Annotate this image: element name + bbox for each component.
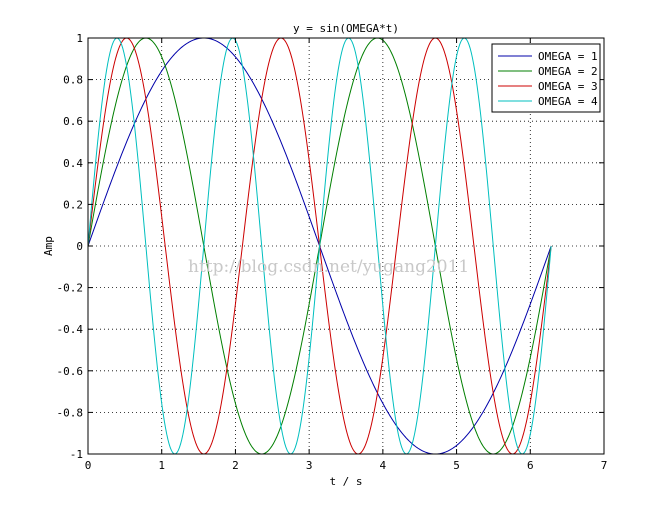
y-tick-label: -1	[70, 448, 83, 461]
x-axis-label: t / s	[329, 475, 362, 488]
legend-label: OMEGA = 3	[538, 80, 598, 93]
chart-title: y = sin(OMEGA*t)	[293, 22, 399, 35]
x-tick-label: 2	[232, 459, 239, 472]
y-tick-label: 0.4	[63, 157, 83, 170]
legend-label: OMEGA = 1	[538, 50, 598, 63]
series-line-omega-4	[87, 37, 552, 455]
series-lines	[87, 37, 552, 455]
ticks	[87, 37, 605, 455]
y-tick-label: 0.8	[63, 74, 83, 87]
x-tick-label: 3	[306, 459, 313, 472]
x-tick-labels: 0 1 2 3 4 5 6 7	[85, 459, 608, 472]
y-tick-label: -0.2	[57, 282, 84, 295]
x-tick-label: 4	[380, 459, 387, 472]
y-tick-label: -0.4	[57, 323, 84, 336]
y-axis-label: Amp	[42, 236, 55, 256]
x-tick-label: 0	[85, 459, 92, 472]
watermark: http://blog.csdn.net/yugang2011	[188, 257, 469, 277]
y-tick-label: 0.6	[63, 115, 83, 128]
y-tick-label: 0.2	[63, 198, 83, 211]
y-tick-label: -0.8	[57, 406, 84, 419]
grid	[88, 38, 604, 454]
x-tick-label: 7	[601, 459, 608, 472]
legend-label: OMEGA = 4	[538, 95, 598, 108]
x-tick-label: 5	[453, 459, 460, 472]
x-tick-label: 6	[527, 459, 534, 472]
x-tick-label: 1	[158, 459, 165, 472]
y-tick-label: -0.6	[57, 365, 84, 378]
y-tick-label: 0	[76, 240, 83, 253]
y-tick-label: 1	[76, 32, 83, 45]
y-tick-labels: -1 -0.8 -0.6 -0.4 -0.2 0 0.2 0.4 0.6 0.8 1	[57, 32, 84, 461]
legend: OMEGA = 1 OMEGA = 2 OMEGA = 3 OMEGA = 4	[491, 43, 601, 113]
legend-label: OMEGA = 2	[538, 65, 598, 78]
